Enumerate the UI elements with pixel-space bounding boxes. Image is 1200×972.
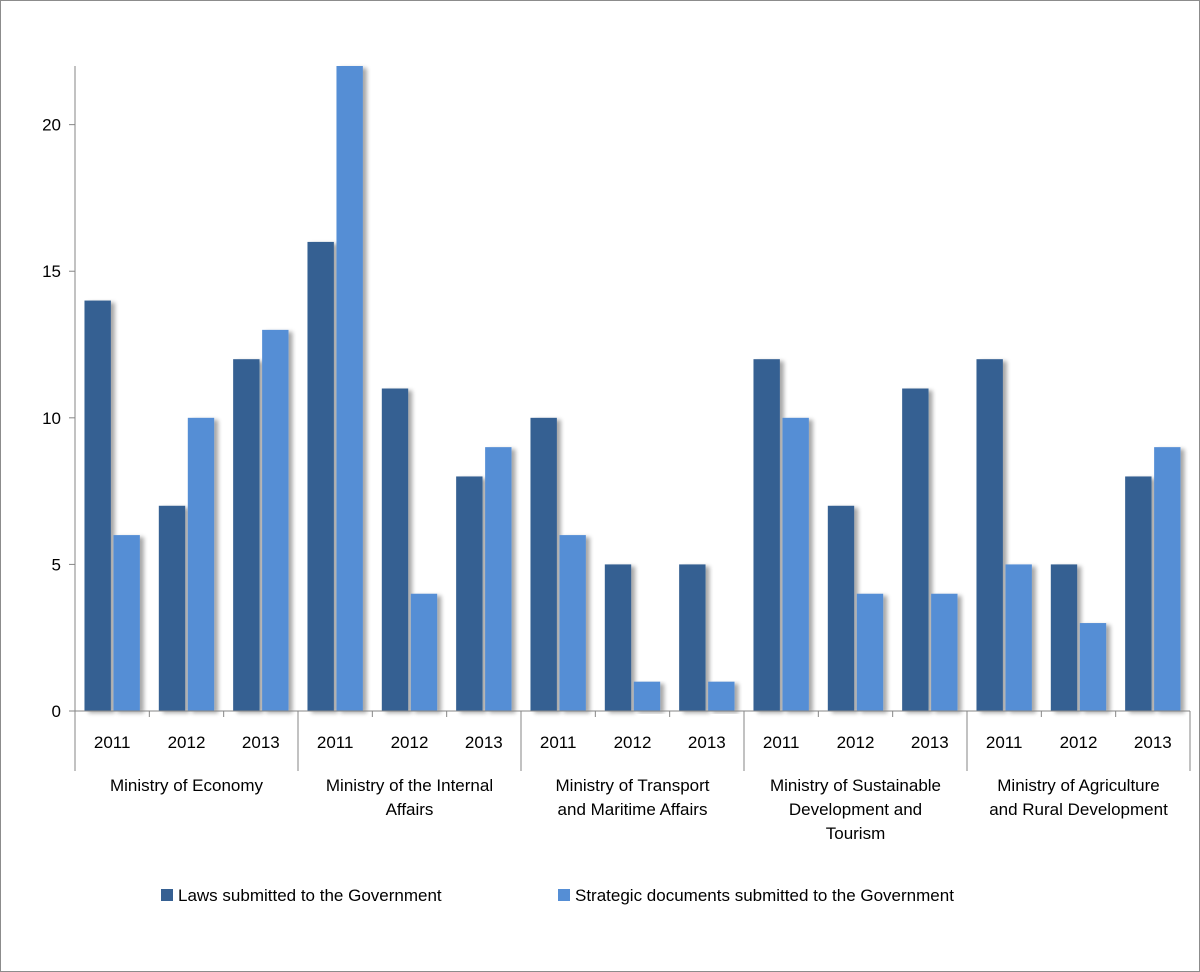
x-group-label: and Maritime Affairs bbox=[558, 800, 708, 819]
bar-strategic-documents bbox=[856, 593, 884, 711]
x-category-label: 2011 bbox=[986, 733, 1023, 752]
y-tick-label: 15 bbox=[42, 262, 61, 281]
x-category-label: 2012 bbox=[168, 733, 206, 752]
y-tick-label: 0 bbox=[52, 702, 61, 721]
x-category-label: 2013 bbox=[465, 733, 503, 752]
x-category-label: 2012 bbox=[1060, 733, 1098, 752]
bar-laws bbox=[84, 300, 111, 711]
legend-swatch-strategic-documents bbox=[558, 889, 570, 901]
x-category-label: 2011 bbox=[94, 733, 131, 752]
y-tick-label: 10 bbox=[42, 409, 61, 428]
x-category-label: 2011 bbox=[763, 733, 800, 752]
bar-laws bbox=[307, 241, 334, 711]
bar-strategic-documents bbox=[633, 681, 661, 711]
x-category-label: 2013 bbox=[242, 733, 280, 752]
x-group-label: and Rural Development bbox=[989, 800, 1168, 819]
bar-strategic-documents bbox=[1154, 447, 1181, 711]
y-tick-label: 5 bbox=[52, 555, 61, 574]
bar-laws bbox=[158, 505, 186, 711]
x-category-label: 2013 bbox=[911, 733, 949, 752]
x-group-label: Ministry of Agriculture bbox=[997, 776, 1160, 795]
bar-laws bbox=[233, 359, 260, 711]
bar-strategic-documents bbox=[1079, 623, 1107, 711]
bar-laws bbox=[604, 564, 632, 711]
bar-laws bbox=[456, 476, 483, 711]
bar-strategic-documents bbox=[559, 535, 586, 711]
x-group-label: Tourism bbox=[826, 824, 886, 843]
bar-strategic-documents bbox=[708, 681, 735, 711]
bar-strategic-documents bbox=[113, 535, 140, 711]
axes-layer bbox=[69, 66, 1191, 771]
x-group-label: Ministry of Sustainable bbox=[770, 776, 941, 795]
bar-laws bbox=[381, 388, 409, 711]
x-category-label: 2011 bbox=[540, 733, 577, 752]
bar-laws bbox=[530, 417, 557, 711]
bar-laws bbox=[827, 505, 855, 711]
bar-strategic-documents bbox=[782, 417, 809, 711]
bar-laws bbox=[1125, 476, 1152, 711]
x-category-label: 2012 bbox=[837, 733, 875, 752]
bar-laws bbox=[679, 564, 706, 711]
bars-layer bbox=[84, 66, 1181, 711]
x-category-label: 2011 bbox=[317, 733, 354, 752]
x-category-label: 2013 bbox=[688, 733, 726, 752]
x-category-label: 2012 bbox=[614, 733, 652, 752]
x-category-label: 2013 bbox=[1134, 733, 1172, 752]
bar-strategic-documents bbox=[336, 66, 363, 711]
x-group-label: Ministry of Transport bbox=[556, 776, 710, 795]
bar-laws bbox=[902, 388, 929, 711]
bar-strategic-documents bbox=[410, 593, 438, 711]
x-group-label: Affairs bbox=[386, 800, 434, 819]
y-tick-label: 20 bbox=[42, 116, 61, 135]
legend-label-strategic-documents: Strategic documents submitted to the Gov… bbox=[575, 886, 954, 905]
labels-layer: 0 5 10 15 20 2011 2012 2013 Ministry of Economy 2… bbox=[42, 116, 1172, 843]
bar-strategic-documents bbox=[1005, 564, 1032, 711]
bar-strategic-documents bbox=[485, 447, 512, 711]
x-group-label: Ministry of the Internal bbox=[326, 776, 493, 795]
bar-laws bbox=[1050, 564, 1078, 711]
x-group-label: Ministry of Economy bbox=[110, 776, 264, 795]
bar-strategic-documents bbox=[931, 593, 958, 711]
legend-swatch-laws bbox=[161, 889, 173, 901]
bar-laws bbox=[976, 359, 1003, 711]
x-group-label: Development and bbox=[789, 800, 922, 819]
x-category-label: 2012 bbox=[391, 733, 429, 752]
bar-laws bbox=[753, 359, 780, 711]
legend: Laws submitted to the Government Strategi… bbox=[161, 886, 954, 905]
bar-strategic-documents bbox=[262, 329, 289, 711]
legend-label-laws: Laws submitted to the Government bbox=[178, 886, 442, 905]
bar-strategic-documents bbox=[187, 417, 215, 711]
